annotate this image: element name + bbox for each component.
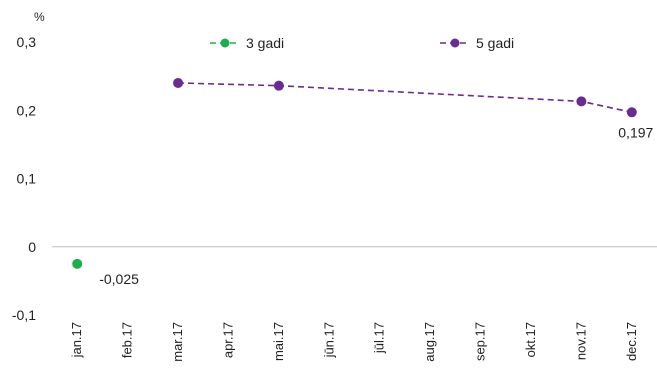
x-tick-label: apr.17: [220, 322, 235, 358]
y-tick-label: -0,1: [12, 307, 36, 323]
data-point: [72, 258, 83, 269]
x-tick-label: mai.17: [271, 322, 286, 361]
legend: 3 gadi 5 gadi: [210, 35, 514, 51]
y-tick-label: 0,2: [17, 102, 37, 118]
x-tick-label: jūl.17: [372, 322, 387, 354]
data-label: -0,025: [99, 271, 139, 287]
data-point: [576, 96, 587, 107]
x-axis: jan.17 feb.17 mar.17 apr.17 mai.17 jūn.17 jūl.…: [52, 246, 657, 362]
legend-swatch-marker: [220, 38, 230, 48]
y-tick-label: 0,3: [17, 34, 37, 50]
x-tick-label: nov.17: [573, 322, 588, 360]
legend-label: 3 gadi: [246, 35, 284, 51]
x-tick-label: jan.17: [69, 322, 84, 358]
x-tick-label: aug.17: [422, 322, 437, 362]
legend-swatch-marker: [450, 38, 460, 48]
series-line-1: [178, 82, 632, 114]
data-point: [273, 80, 284, 91]
x-tick-label: sep.17: [473, 322, 488, 361]
legend-label: 5 gadi: [476, 35, 514, 51]
data-labels: -0,025 0,197: [99, 124, 653, 287]
x-tick-label: okt.17: [523, 322, 538, 357]
y-unit-label: %: [34, 10, 45, 24]
x-tick-label: dec.17: [624, 322, 639, 361]
y-tick-label: 0,1: [17, 171, 37, 187]
x-tick-label: jūn.17: [321, 322, 336, 358]
x-tick-label: feb.17: [120, 322, 135, 358]
data-point: [626, 107, 637, 118]
y-tick-label: 0: [28, 239, 36, 255]
series-layer: [72, 77, 637, 269]
data-point: [173, 77, 184, 88]
y-axis: 0,3 0,2 0,1 0 -0,1: [12, 34, 36, 323]
x-tick-label: mar.17: [170, 322, 185, 362]
data-label: 0,197: [618, 124, 653, 140]
